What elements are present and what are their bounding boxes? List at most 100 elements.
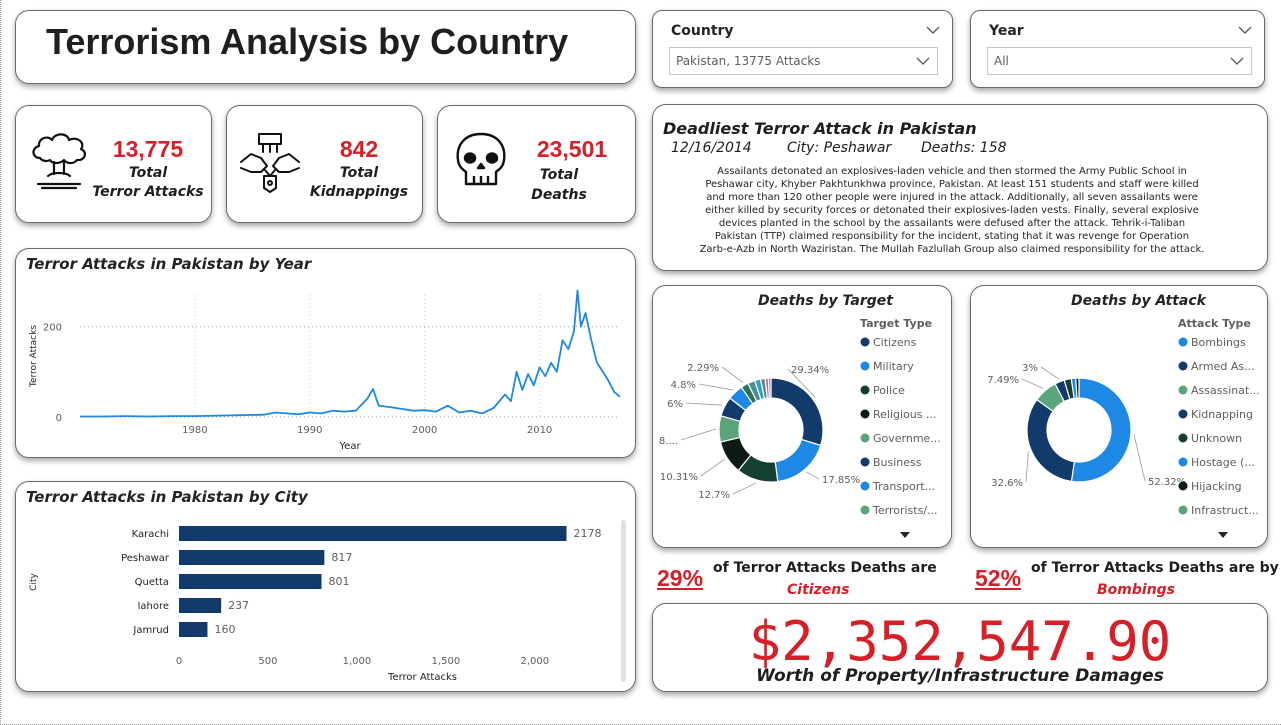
kpi-card-deaths: 23,501 Total Deaths [437, 105, 636, 223]
kpi-deaths-value: 23,501 [536, 136, 608, 162]
city-label: Karachi [132, 529, 169, 540]
slice-leader-line [1133, 433, 1146, 482]
kpi-kidnappings-value: 842 [339, 136, 379, 162]
attacks-by-year-card: Terror Attacks in Pakistan by Year 1980 1… [15, 248, 636, 458]
summary-line: Peshawar city, Khyber Pakhtunkhwa provin… [705, 179, 1199, 190]
city-bar [179, 622, 208, 637]
summary-line: and more than 120 other people were inju… [706, 192, 1198, 203]
summary-line: Zarb-e-Azb in North Waziristan. The Mull… [699, 244, 1205, 255]
legend-item: Armed As... [1191, 360, 1255, 373]
bar-value-label: 2178 [574, 527, 602, 540]
city-label: Peshawar [121, 553, 170, 564]
slice-leader-line [806, 471, 820, 480]
slice-leader-line [680, 428, 717, 441]
slice-leader-line [787, 368, 816, 398]
country-dropdown[interactable]: Pakistan, 13775 Attacks [669, 47, 938, 75]
x-tick-label: 1,500 [432, 656, 461, 667]
chevron-down-icon[interactable] [924, 21, 942, 39]
x-tick-label: 500 [258, 656, 277, 667]
legend-dot [860, 409, 870, 419]
explosion-icon [32, 133, 87, 190]
legend-scroll-down-icon [900, 532, 910, 538]
legend-item: Business [873, 456, 922, 469]
slice-leader-line [721, 366, 744, 383]
legend-dot [1178, 505, 1188, 515]
year-slicer[interactable]: Year All [970, 10, 1265, 88]
x-axis-label: Year [338, 441, 361, 452]
handcuffed-hands-icon [240, 133, 300, 193]
chevron-down-icon[interactable] [915, 53, 931, 69]
donut-slice [770, 377, 824, 447]
deaths-by-target-card: Deaths by Target 29.34% 17.85% 12.7% 10.31% 8… [652, 285, 952, 548]
legend-item: Unknown [1191, 432, 1242, 445]
bombings-insight-text: of Terror Attacks Deaths are by [1031, 560, 1279, 576]
x-tick-label: 2,000 [521, 656, 550, 667]
x-tick-label: 2000 [412, 425, 437, 436]
legend-dot [1178, 457, 1188, 467]
legend-item: Terrorists/... [872, 504, 938, 517]
slice-label: 8.... [659, 436, 678, 447]
slice-leader-line [1021, 378, 1044, 389]
donut-slice [767, 377, 772, 399]
city-label: Jamrud [132, 625, 169, 636]
slice-leader-line [1025, 451, 1029, 483]
kpi-terror-attacks-value: 13,775 [112, 136, 184, 162]
country-slicer-label: Country [671, 23, 734, 39]
slice-label: 10.31% [660, 472, 698, 483]
slice-label: 12.7% [698, 490, 730, 501]
year-dropdown[interactable]: All [987, 47, 1252, 75]
bombings-highlight: Bombings [1097, 582, 1176, 598]
x-tick-label: 1,000 [343, 656, 372, 667]
slice-label: 3% [1022, 363, 1038, 374]
deadliest-attack-title: Deadliest Terror Attack in Pakistan [663, 119, 977, 138]
bar-value-label: 817 [331, 551, 352, 564]
damages-label: Worth of Property/Infrastructure Damages [756, 666, 1164, 686]
legend-title: Attack Type [1178, 317, 1251, 330]
kpi-card-terror-attacks: 13,775 Total Terror Attacks [15, 105, 212, 223]
slice-label: 17.85% [822, 475, 860, 486]
x-tick-label: 2010 [527, 425, 552, 436]
y-tick-label: 200 [43, 323, 62, 334]
donut-slice [1026, 398, 1076, 483]
x-axis-label: Terror Attacks [387, 672, 457, 683]
attacks-by-city-title: Terror Attacks in Pakistan by City [26, 488, 308, 506]
city-bar [179, 574, 322, 589]
summary-line: devices planted in the school by the ass… [718, 218, 1186, 229]
chevron-down-icon[interactable] [1229, 53, 1245, 69]
slice-label: 4.8% [671, 380, 696, 391]
kpi-card-kidnappings: 842 Total Kidnappings [226, 105, 423, 223]
city-bar [179, 526, 567, 541]
donut-slice [1075, 377, 1080, 399]
legend-dot [1178, 337, 1188, 347]
country-dropdown-value: Pakistan, 13775 Attacks [676, 54, 821, 68]
city-bar [179, 598, 222, 613]
y-axis-label: Terror Attacks [29, 325, 39, 388]
slice-label: 7.49% [987, 375, 1019, 386]
attacks-by-city-chart[interactable]: Karachi 2178 Peshawar 817 Quetta 801 lahore 237… [16, 510, 635, 690]
summary-line: Assailants detonated an explosives-laden… [717, 166, 1187, 177]
bombings-death-pct: 52% [975, 565, 1022, 591]
damages-card: $2,352,547.90 Worth of Property/Infrastr… [652, 603, 1268, 692]
legend-dot [860, 457, 870, 467]
kpi-terror-attacks-label-2: Terror Attacks [92, 184, 204, 200]
legend-item: Assassinat... [1191, 384, 1260, 397]
kpi-terror-attacks-label-1: Total [128, 165, 168, 181]
legend-dot [860, 433, 870, 443]
x-tick-label: 0 [176, 656, 182, 667]
legend-item: Citizens [873, 336, 917, 349]
deaths-by-target-chart[interactable]: Deaths by Target 29.34% 17.85% 12.7%10.31% 8… [653, 286, 951, 547]
legend-dot [860, 385, 870, 395]
country-slicer[interactable]: Country Pakistan, 13775 Attacks [652, 10, 953, 88]
chevron-down-icon[interactable] [1236, 21, 1254, 39]
city-bar [179, 550, 325, 565]
slice-label: 52.32% [1148, 477, 1186, 488]
slice-leader-line [732, 482, 757, 495]
city-label: Quetta [135, 577, 169, 588]
legend-item: Kidnapping [1191, 408, 1253, 421]
legend-item: Hijacking [1191, 480, 1242, 493]
deaths-by-attack-chart[interactable]: Deaths by Attack 52.32% 32.6% 7.49%3% Attack… [971, 286, 1267, 547]
legend-item: Transport... [872, 480, 935, 493]
donut-slice [1070, 377, 1132, 483]
attacks-by-year-chart[interactable]: 1980 1990 2000 2010 0 200 Year Terror Attacks [16, 277, 635, 457]
donut-slice [774, 438, 822, 483]
